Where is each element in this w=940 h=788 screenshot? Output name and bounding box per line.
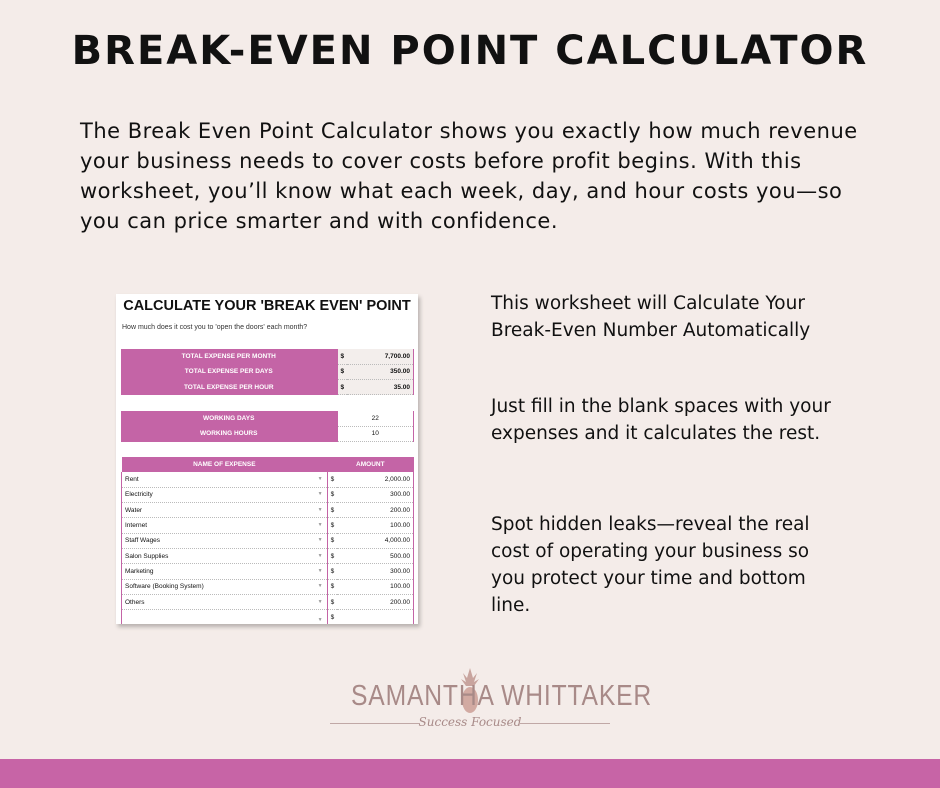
- table-row: Staff Wages ▼ $4,000.00: [121, 533, 415, 549]
- feature-text-2: Just fill in the blank spaces with your …: [491, 396, 831, 444]
- feature-text-1: This worksheet will Calculate Your Break…: [491, 293, 811, 341]
- header-name: NAME OF EXPENSE: [121, 457, 328, 472]
- expense-name[interactable]: Salon Supplies ▼: [121, 548, 328, 565]
- summary-label: TOTAL EXPENSE PER HOUR: [121, 379, 337, 395]
- dropdown-arrow-icon[interactable]: ▼: [317, 506, 323, 513]
- header-amount: AMOUNT: [327, 457, 414, 472]
- dropdown-arrow-icon[interactable]: ▼: [317, 475, 323, 482]
- table-row: ▼ $: [121, 609, 415, 624]
- expense-name[interactable]: ▼: [121, 609, 328, 624]
- expense-name[interactable]: Internet ▼: [121, 517, 328, 534]
- pineapple-icon: [461, 668, 479, 713]
- currency: $: [326, 517, 338, 534]
- table-row: Others ▼ $200.00: [121, 594, 415, 611]
- expense-name[interactable]: Water ▼: [121, 502, 328, 519]
- currency: $: [336, 379, 348, 396]
- currency: $: [336, 364, 348, 381]
- feature-text-3: Spot hidden leaks—reveal the real cost o…: [491, 514, 810, 616]
- table-row: Electricity ▼ $300.00: [121, 487, 415, 504]
- expense-amount[interactable]: 100.00: [337, 517, 415, 534]
- worksheet-preview: CALCULATE YOUR 'BREAK EVEN' POINT How mu…: [116, 294, 418, 624]
- currency: $: [326, 579, 338, 595]
- currency: $: [326, 609, 338, 624]
- dropdown-arrow-icon[interactable]: ▼: [317, 522, 323, 529]
- expense-name[interactable]: Staff Wages ▼: [121, 533, 328, 549]
- expense-name[interactable]: Rent ▼: [121, 472, 328, 488]
- table-row: Internet ▼ $100.00: [121, 517, 415, 534]
- working-value[interactable]: 10: [336, 426, 414, 443]
- dropdown-arrow-icon[interactable]: ▼: [317, 617, 323, 624]
- expense-name[interactable]: Marketing ▼: [121, 563, 328, 580]
- working-label: WORKING HOURS: [121, 426, 337, 442]
- worksheet-title: CALCULATE YOUR 'BREAK EVEN' POINT: [123, 298, 411, 314]
- brand-logo: SAMANTHA WHITTAKER Success Focused: [330, 668, 651, 748]
- table-row: Rent ▼ $2,000.00: [121, 472, 415, 488]
- currency: $: [326, 563, 338, 580]
- footer-bar: [0, 759, 940, 788]
- table-row: Marketing ▼ $300.00: [121, 563, 415, 580]
- intro-text: The Break Even Point Calculator shows yo…: [80, 119, 858, 233]
- dropdown-arrow-icon[interactable]: ▼: [317, 598, 323, 605]
- dropdown-arrow-icon[interactable]: ▼: [317, 537, 323, 544]
- currency: $: [326, 472, 338, 488]
- currency: $: [326, 502, 338, 519]
- summary-value: 7,700.00: [347, 349, 415, 365]
- expense-table: NAME OF EXPENSE AMOUNT Rent ▼ $2,000.00 Ele…: [121, 457, 415, 624]
- expense-amount[interactable]: [337, 609, 415, 624]
- currency: $: [326, 533, 338, 549]
- summary-value: 350.00: [347, 364, 415, 381]
- dropdown-arrow-icon[interactable]: ▼: [317, 491, 323, 498]
- currency: $: [326, 594, 338, 611]
- currency: $: [326, 487, 338, 504]
- table-row: Salon Supplies ▼ $500.00: [121, 548, 415, 565]
- expense-amount[interactable]: 4,000.00: [337, 533, 415, 549]
- table-row: Water ▼ $200.00: [121, 502, 415, 519]
- expense-amount[interactable]: 200.00: [337, 594, 415, 611]
- expense-name[interactable]: Others ▼: [121, 594, 328, 611]
- table-row: Software (Booking System) ▼ $100.00: [121, 579, 415, 595]
- dropdown-arrow-icon[interactable]: ▼: [317, 583, 323, 590]
- working-label: WORKING DAYS: [121, 411, 337, 427]
- currency: $: [336, 349, 348, 365]
- expense-amount[interactable]: 300.00: [337, 487, 415, 504]
- summary-label: TOTAL EXPENSE PER DAYS: [121, 364, 337, 380]
- summary-table: TOTAL EXPENSE PER MONTH $7,700.00 TOTAL EX…: [121, 349, 415, 396]
- currency: $: [326, 548, 338, 565]
- page-title: BREAK-EVEN POINT CALCULATOR: [71, 28, 869, 74]
- dropdown-arrow-icon[interactable]: ▼: [317, 567, 323, 574]
- summary-value: 35.00: [347, 379, 415, 396]
- expense-amount[interactable]: 2,000.00: [337, 472, 415, 488]
- expense-name[interactable]: Software (Booking System) ▼: [121, 579, 328, 595]
- summary-label: TOTAL EXPENSE PER MONTH: [121, 349, 337, 365]
- expense-amount[interactable]: 500.00: [337, 548, 415, 565]
- expense-amount[interactable]: 200.00: [337, 502, 415, 519]
- expense-name[interactable]: Electricity ▼: [121, 487, 328, 504]
- worksheet-subtitle: How much does it cost you to 'open the d…: [122, 324, 308, 331]
- expense-amount[interactable]: 300.00: [337, 563, 415, 580]
- expense-amount[interactable]: 100.00: [337, 579, 415, 595]
- working-table: WORKING DAYS 22 WORKING HOURS 10: [121, 411, 414, 443]
- working-value[interactable]: 22: [336, 411, 414, 427]
- dropdown-arrow-icon[interactable]: ▼: [317, 552, 323, 559]
